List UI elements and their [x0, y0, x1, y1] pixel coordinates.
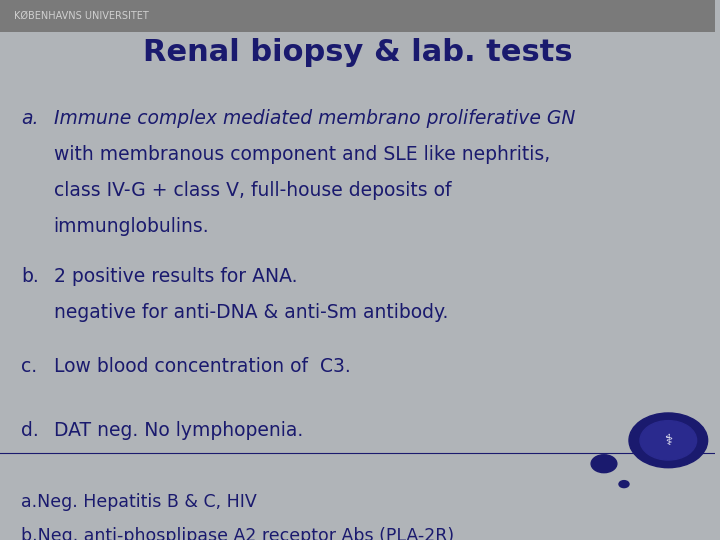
Text: class IV-G + class V, full-house deposits of: class IV-G + class V, full-house deposit… [53, 181, 451, 200]
Text: a.: a. [22, 110, 39, 129]
Text: a.Neg. Hepatitis B & C, HIV: a.Neg. Hepatitis B & C, HIV [22, 493, 257, 511]
Text: negative for anti-DNA & anti-Sm antibody.: negative for anti-DNA & anti-Sm antibody… [53, 303, 448, 322]
Text: c.: c. [22, 356, 37, 376]
FancyBboxPatch shape [0, 0, 715, 32]
Circle shape [640, 421, 697, 460]
Text: DAT neg. No lymphopenia.: DAT neg. No lymphopenia. [53, 421, 303, 440]
Text: Low blood concentration of  C3.: Low blood concentration of C3. [53, 356, 351, 376]
Text: KØBENHAVNS UNIVERSITET: KØBENHAVNS UNIVERSITET [14, 11, 149, 21]
Text: b.Neg. anti-phosplipase A2 receptor Abs (PLA-2R): b.Neg. anti-phosplipase A2 receptor Abs … [22, 527, 454, 540]
Text: Renal biopsy & lab. tests: Renal biopsy & lab. tests [143, 38, 572, 67]
Circle shape [629, 413, 708, 468]
Text: ⚕: ⚕ [664, 433, 672, 448]
Text: b.: b. [22, 267, 39, 286]
Circle shape [591, 455, 617, 472]
Text: immunglobulins.: immunglobulins. [53, 217, 210, 236]
Text: 2 positive results for ANA.: 2 positive results for ANA. [53, 267, 297, 286]
Circle shape [619, 481, 629, 488]
Text: d.: d. [22, 421, 39, 440]
Text: with membranous component and SLE like nephritis,: with membranous component and SLE like n… [53, 145, 550, 164]
Text: Immune complex mediated membrano proliferative GN: Immune complex mediated membrano prolife… [53, 110, 575, 129]
